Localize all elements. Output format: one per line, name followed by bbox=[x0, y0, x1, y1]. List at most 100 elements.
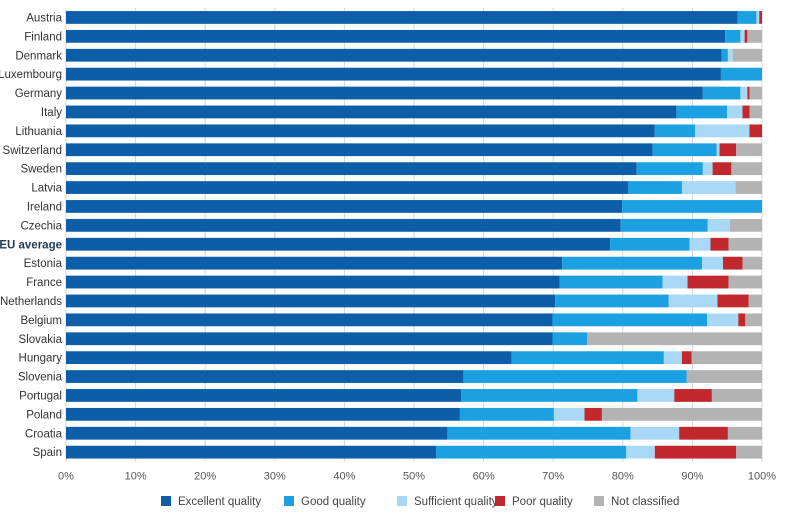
tick-label-60: 60% bbox=[473, 471, 495, 483]
bar-belgium-sufficient-quality bbox=[707, 313, 739, 327]
tick-label-0: 0% bbox=[58, 471, 74, 483]
bar-germany-excellent-quality bbox=[66, 86, 703, 100]
legend-label-not-classified: Not classified bbox=[611, 496, 679, 508]
category-labels: Austria Finland Denmark Luxembourg Germany It… bbox=[0, 12, 63, 459]
bar-netherlands-excellent-quality bbox=[66, 294, 556, 308]
bar-ireland-good-quality bbox=[622, 200, 762, 213]
bar-denmark-sufficient-quality bbox=[727, 48, 733, 62]
bar-netherlands-good-quality bbox=[555, 294, 669, 308]
bar-italy-good-quality bbox=[676, 105, 728, 119]
bar-czechia-not-classified bbox=[729, 218, 762, 232]
tick-label-30: 30% bbox=[264, 471, 286, 483]
bar-latvia-excellent-quality bbox=[66, 181, 629, 194]
bar-slovenia-excellent-quality bbox=[66, 370, 464, 383]
legend: Excellent quality Good quality Sufficient … bbox=[161, 496, 679, 508]
category-label-slovenia: Slovenia bbox=[18, 372, 63, 384]
bar-latvia-not-classified bbox=[735, 181, 762, 194]
bar-finland-good-quality bbox=[725, 29, 741, 43]
bar-slovakia-good-quality bbox=[552, 332, 588, 346]
bar-estonia-not-classified bbox=[742, 256, 762, 270]
bar-switzerland-excellent-quality bbox=[66, 143, 653, 157]
tick-label-40: 40% bbox=[333, 471, 355, 483]
bar-belgium-good-quality bbox=[552, 313, 708, 327]
bar-switzerland-not-classified bbox=[736, 143, 762, 157]
category-label-poland: Poland bbox=[26, 409, 62, 421]
bar-poland-excellent-quality bbox=[66, 407, 460, 421]
bar-croatia-good-quality bbox=[447, 426, 631, 440]
bar-switzerland-poor-quality bbox=[719, 143, 737, 157]
bar-poland-sufficient-quality bbox=[553, 407, 585, 421]
category-label-switzerland: Switzerland bbox=[3, 145, 62, 157]
bar-hungary-not-classified bbox=[691, 351, 762, 365]
bar-italy-sufficient-quality bbox=[727, 105, 743, 119]
bar-estonia-poor-quality bbox=[723, 256, 743, 270]
bar-sweden-excellent-quality bbox=[66, 162, 637, 176]
bar-austria-sufficient-quality bbox=[756, 11, 760, 24]
category-label-denmark: Denmark bbox=[15, 50, 62, 62]
legend-label-good-quality: Good quality bbox=[301, 496, 366, 508]
bar-sweden-not-classified bbox=[731, 162, 762, 176]
bar-estonia-sufficient-quality bbox=[702, 256, 724, 270]
bar-ireland-excellent-quality bbox=[66, 200, 623, 213]
bar-czechia-sufficient-quality bbox=[707, 218, 730, 232]
bar-finland-excellent-quality bbox=[66, 29, 726, 43]
x-axis-tick-labels: 0% 10% 20% 30% 40% 50% 60% 70% 80% 90% 100% bbox=[58, 471, 776, 483]
bar-portugal-sufficient-quality bbox=[637, 389, 675, 402]
bar-croatia-not-classified bbox=[727, 426, 762, 440]
bar-austria-excellent-quality bbox=[66, 11, 738, 24]
bar-germany-good-quality bbox=[702, 86, 741, 100]
bar-france-excellent-quality bbox=[66, 275, 560, 289]
bar-finland-poor-quality bbox=[744, 29, 748, 43]
legend-swatch-good-quality bbox=[284, 496, 294, 506]
bar-austria-good-quality bbox=[737, 11, 757, 24]
category-label-lithuania: Lithuania bbox=[15, 126, 62, 138]
bar-czechia-excellent-quality bbox=[66, 218, 621, 232]
bar-switzerland-sufficient-quality bbox=[716, 143, 720, 157]
bar-germany-sufficient-quality bbox=[740, 86, 748, 100]
category-label-estonia: Estonia bbox=[24, 258, 63, 270]
bar-austria-poor-quality bbox=[759, 11, 762, 24]
bar-poland-poor-quality bbox=[584, 407, 602, 421]
bar-france-not-classified bbox=[728, 275, 762, 289]
bar-germany-poor-quality bbox=[747, 86, 750, 100]
bar-denmark-good-quality bbox=[721, 48, 728, 62]
bar-eu-average-excellent-quality bbox=[66, 237, 611, 251]
bar-spain-poor-quality bbox=[654, 445, 737, 459]
grid bbox=[65, 8, 763, 462]
category-label-sweden: Sweden bbox=[20, 164, 62, 176]
bar-spain-good-quality bbox=[436, 445, 627, 459]
legend-swatch-not-classified bbox=[594, 496, 604, 506]
bar-hungary-sufficient-quality bbox=[663, 351, 682, 365]
bar-lithuania-excellent-quality bbox=[66, 124, 655, 138]
legend-swatch-poor-quality bbox=[495, 496, 505, 506]
bar-hungary-good-quality bbox=[511, 351, 664, 365]
legend-swatch-excellent-quality bbox=[161, 496, 171, 506]
bar-slovakia-excellent-quality bbox=[66, 332, 553, 346]
bar-belgium-poor-quality bbox=[738, 313, 746, 327]
bar-estonia-good-quality bbox=[562, 256, 703, 270]
bar-netherlands-not-classified bbox=[748, 294, 762, 308]
bar-italy-poor-quality bbox=[742, 105, 750, 119]
legend-label-poor-quality: Poor quality bbox=[512, 496, 573, 508]
bar-belgium-excellent-quality bbox=[66, 313, 553, 327]
bar-slovenia-not-classified bbox=[686, 370, 762, 383]
bar-finland-not-classified bbox=[747, 29, 762, 43]
bar-france-sufficient-quality bbox=[662, 275, 688, 289]
bar-italy-not-classified bbox=[749, 105, 762, 119]
tick-label-100: 100% bbox=[748, 471, 776, 483]
bar-spain-not-classified bbox=[736, 445, 762, 459]
bar-slovenia-good-quality bbox=[463, 370, 687, 383]
bar-france-good-quality bbox=[559, 275, 663, 289]
bar-slovakia-not-classified bbox=[587, 332, 762, 346]
tick-label-10: 10% bbox=[125, 471, 147, 483]
tick-label-70: 70% bbox=[542, 471, 564, 483]
bar-sweden-sufficient-quality bbox=[702, 162, 713, 176]
category-label-eu-average: EU average bbox=[0, 239, 62, 251]
tick-label-20: 20% bbox=[194, 471, 216, 483]
bar-denmark-excellent-quality bbox=[66, 48, 722, 62]
bar-belgium-not-classified bbox=[745, 313, 762, 327]
bar-denmark-not-classified bbox=[732, 48, 762, 62]
bar-finland-sufficient-quality bbox=[740, 29, 745, 43]
category-label-czechia: Czechia bbox=[20, 220, 62, 232]
category-label-germany: Germany bbox=[15, 88, 63, 100]
